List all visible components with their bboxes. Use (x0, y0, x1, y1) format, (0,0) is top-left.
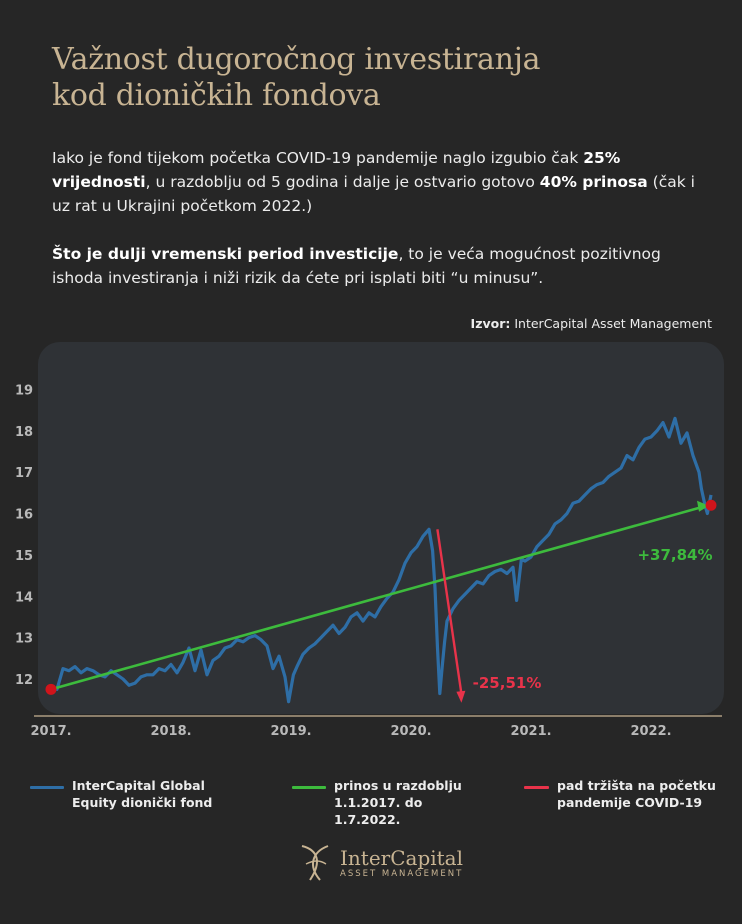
intro-highlight-period: Što je dulji vremenski period investicij… (52, 245, 399, 263)
x-tick-label: 2019. (270, 724, 311, 739)
endpoint-marker (705, 499, 717, 511)
intro-paragraph-1: Iako je fond tijekom početka COVID-19 pa… (52, 146, 712, 218)
title-line-1: Važnost dugoročnog investiranja (52, 42, 541, 77)
x-tick-label: 2021. (510, 724, 551, 739)
y-tick-label: 16 (15, 508, 33, 523)
legend-item-drop: pad tržišta na početku pandemije COVID-1… (524, 777, 742, 811)
series-line-fund (50, 416, 713, 704)
y-tick-label: 15 (15, 549, 33, 564)
intercapital-logo: InterCapital ASSET MANAGEMENT (296, 842, 463, 884)
logo-subtitle: ASSET MANAGEMENT (340, 868, 464, 879)
return-arrow-head (697, 500, 709, 512)
page-title: Važnost dugoročnog investiranja kod dion… (52, 42, 692, 114)
intro-highlight-return: 40% prinosa (539, 173, 648, 191)
intro-highlight-loss: 25% vrijednosti (52, 149, 621, 191)
chart-svg: 12 13 14 15 16 17 18 19 2017. 2018. 2019. 2020. 2021… (15, 383, 722, 739)
legend-swatch-drop (524, 786, 549, 789)
legend-label-return: prinos u razdoblju 1.1.2017. do 1.7.2022… (334, 778, 462, 827)
intro-text: (čak i uz rat u Ukrajini početkom 2022.) (52, 173, 695, 215)
annotation-return: +37,84% (637, 546, 712, 564)
source-value: InterCapital Asset Management (514, 316, 712, 331)
title-line-2: kod dioničkih fondova (52, 78, 381, 113)
y-tick-label: 12 (15, 673, 33, 688)
y-tick-label: 19 (15, 383, 33, 398)
annotation-drop: -25,51% (473, 674, 542, 692)
legend-item-fund: InterCapital Global Equity dionički fond (30, 777, 252, 811)
legend-swatch-return (292, 786, 326, 789)
y-tick-label: 17 (15, 466, 33, 481)
chart-panel (38, 342, 724, 714)
intercapital-swirl-logo-icon (301, 845, 329, 881)
intro-paragraph-2: Što je dulji vremenski period investicij… (52, 242, 712, 290)
x-tick-label: 2018. (150, 724, 191, 739)
x-tick-label: 2017. (30, 724, 71, 739)
legend-swatch-fund (30, 786, 64, 789)
drop-arrow-head (456, 690, 466, 703)
logo-name: InterCapital (340, 845, 463, 870)
legend-label-drop: pad tržišta na početku pandemije COVID-1… (557, 778, 716, 810)
endpoint-marker (45, 683, 57, 695)
x-tick-label: 2020. (390, 724, 431, 739)
y-tick-label: 14 (15, 590, 33, 605)
y-tick-label: 13 (15, 632, 33, 647)
intro-text: , u razdoblju od 5 godina i dalje je ost… (145, 173, 540, 191)
y-tick-label: 18 (15, 425, 33, 440)
source-label: Izvor: (470, 316, 511, 331)
intro-text: , to je veća mogućnost pozitivnog ishoda… (52, 245, 661, 287)
x-tick-label: 2022. (630, 724, 671, 739)
source-note: Izvor: InterCapital Asset Management (471, 316, 712, 331)
series-line-drop (436, 529, 463, 694)
intro-text: Iako je fond tijekom početka COVID-19 pa… (52, 149, 584, 167)
legend-label-fund: InterCapital Global Equity dionički fond (72, 778, 213, 810)
series-line-return (50, 505, 704, 691)
legend-item-return: prinos u razdoblju 1.1.2017. do 1.7.2022… (292, 777, 484, 828)
